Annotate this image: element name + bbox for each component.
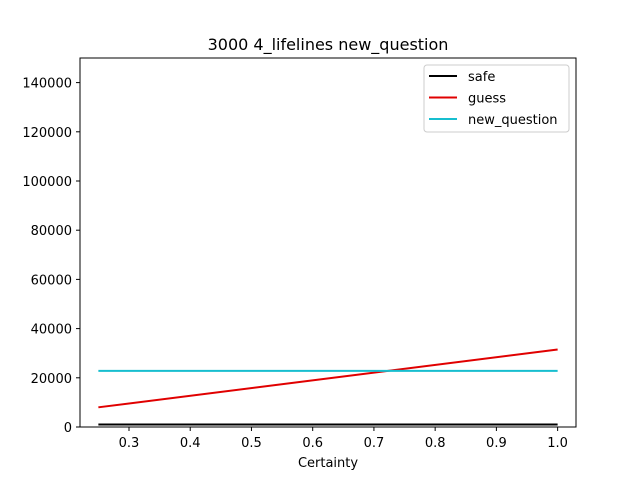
series-line-guess — [98, 348, 558, 409]
legend-label: new_question — [468, 113, 558, 128]
x-tick-label: 0.5 — [241, 436, 262, 451]
chart-title: 3000 4_lifelines new_question — [208, 35, 449, 55]
y-tick-label: 140000 — [22, 77, 72, 92]
x-tick-label: 0.7 — [364, 436, 385, 451]
y-tick-label: 120000 — [22, 126, 72, 141]
legend-label: safe — [468, 70, 495, 85]
plot-area: 0.3 0.4 0.5 0.6 0.7 0.8 0.9 1.0 0 20000 40000 60000… — [22, 77, 568, 451]
y-tick-label: 40000 — [31, 323, 72, 338]
plot-frame — [79, 57, 577, 428]
legend: safe guess new_question — [423, 64, 570, 133]
y-tick-label: 60000 — [31, 273, 72, 288]
y-tick-label: 80000 — [31, 224, 72, 239]
x-tick-label: 0.8 — [425, 436, 446, 451]
y-tick-label: 20000 — [31, 372, 72, 387]
x-tick-label: 0.3 — [119, 436, 140, 451]
x-tick-label: 0.4 — [180, 436, 201, 451]
x-tick-label: 1.0 — [547, 436, 568, 451]
y-tick-label: 100000 — [22, 175, 72, 190]
y-tick-label: 0 — [64, 421, 72, 436]
legend-label: guess — [468, 92, 506, 107]
legend-box — [423, 64, 570, 133]
x-axis-label: Certainty — [298, 456, 358, 471]
x-tick-label: 0.9 — [486, 436, 507, 451]
x-tick-label: 0.6 — [302, 436, 323, 451]
